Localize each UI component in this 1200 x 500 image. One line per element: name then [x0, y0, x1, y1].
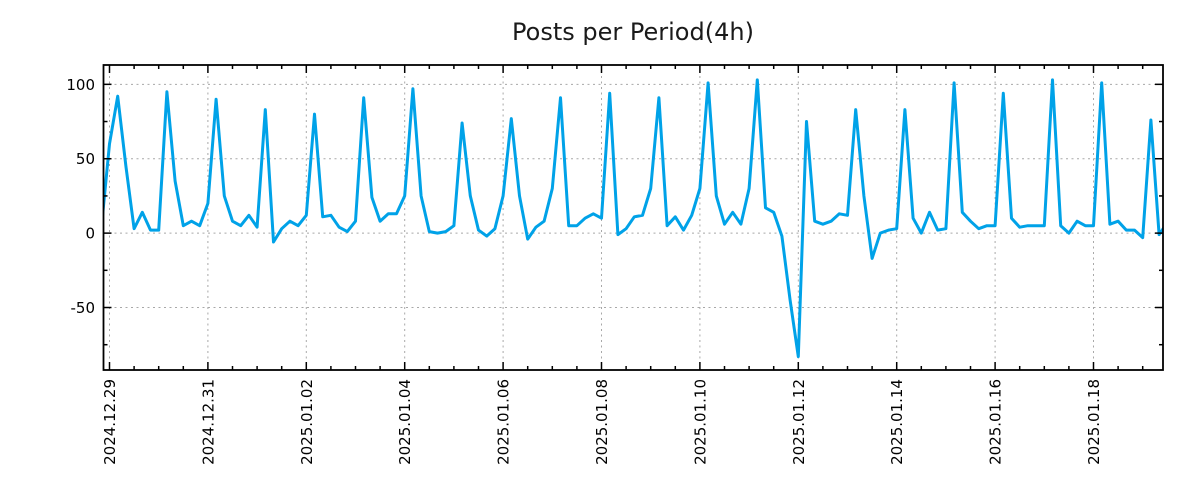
x-tick-label: 2025.01.10 [691, 379, 709, 465]
y-tick-label: 0 [85, 225, 95, 243]
y-tick-label: -50 [71, 299, 96, 317]
x-tick-label: 2024.12.29 [101, 379, 119, 465]
x-tick-label: 2025.01.04 [396, 379, 414, 465]
grid-lines [103, 65, 1163, 370]
axis-tick-labels: 100 50 0 -50 2024.12.29 2024.12.31 2025.01.02 2… [66, 76, 1103, 465]
x-tick-label: 2025.01.08 [593, 379, 611, 465]
y-tick-label: 100 [66, 76, 95, 94]
plot-border [102, 64, 1164, 371]
data-series-line [103, 78, 1163, 359]
x-tick-label: 2025.01.18 [1085, 379, 1103, 465]
x-tick-label: 2025.01.14 [888, 379, 906, 465]
axes-and-ticks [102, 64, 1164, 371]
x-tick-label: 2025.01.12 [790, 379, 808, 465]
posts-series-polyline [103, 78, 1163, 359]
y-tick-label: 50 [76, 150, 95, 168]
chart-title: Posts per Period(4h) [512, 18, 754, 46]
x-tick-label: 2025.01.16 [987, 379, 1005, 465]
x-tick-label: 2025.01.02 [298, 379, 316, 465]
x-tick-label: 2025.01.06 [495, 379, 513, 465]
x-tick-label: 2024.12.31 [199, 379, 217, 465]
